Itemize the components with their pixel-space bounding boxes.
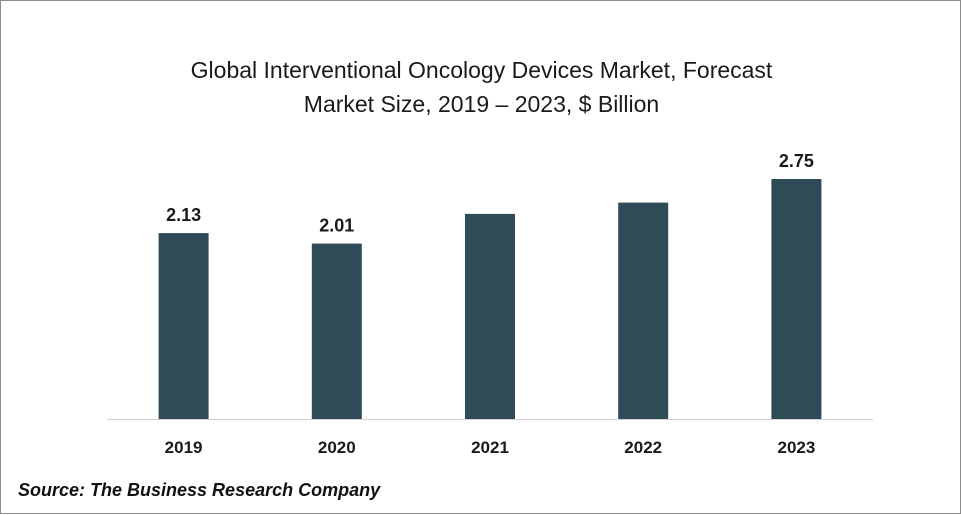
bar-2021 (465, 213, 515, 419)
x-tick-label-2019: 2019 (165, 438, 203, 457)
data-label-2023: 2.75 (779, 151, 814, 171)
data-label-2020: 2.01 (319, 216, 354, 236)
x-tick-label-2023: 2023 (777, 438, 815, 457)
source-note: Source: The Business Research Company (18, 480, 381, 500)
x-tick-label-2021: 2021 (471, 438, 509, 457)
x-tick-label-2022: 2022 (624, 438, 662, 457)
x-tick-label-2020: 2020 (318, 438, 356, 457)
bar-2019 (158, 233, 209, 419)
chart-title: Global Interventional Oncology Devices M… (190, 57, 773, 83)
bar-2023 (771, 179, 822, 419)
data-label-2019: 2.13 (166, 205, 201, 225)
bar-2022 (618, 202, 669, 419)
bar-2020 (311, 243, 362, 419)
chart-subtitle: Market Size, 2019 – 2023, $ Billion (303, 91, 660, 117)
